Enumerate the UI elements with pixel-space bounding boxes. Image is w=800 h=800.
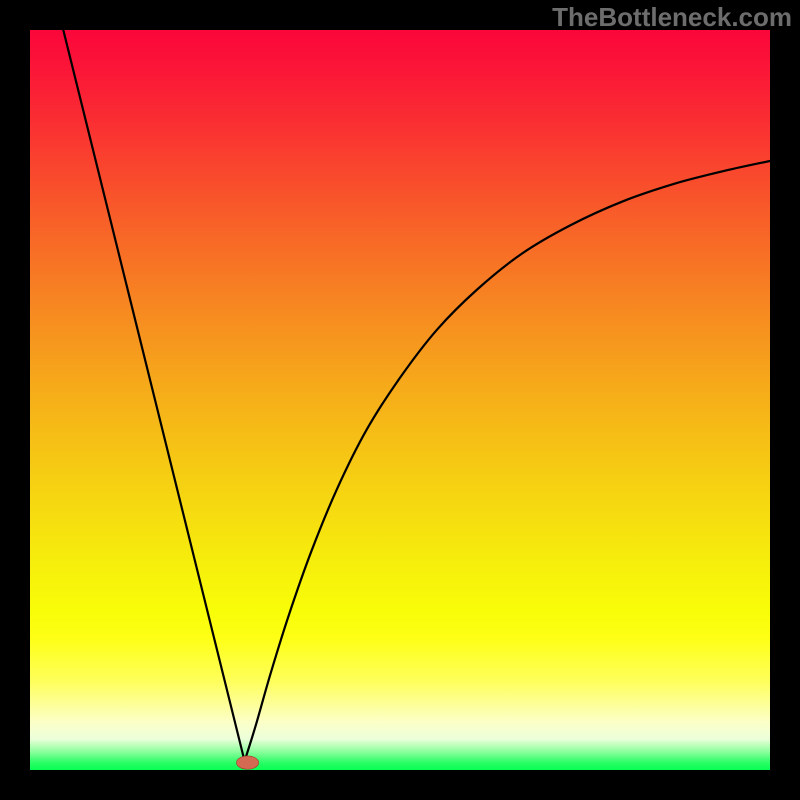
- plot-area: [30, 30, 770, 770]
- min-marker: [236, 756, 258, 769]
- chart-container: TheBottleneck.com: [0, 0, 800, 800]
- watermark-text: TheBottleneck.com: [552, 2, 792, 33]
- plot-background: [30, 30, 770, 770]
- plot-svg: [30, 30, 770, 770]
